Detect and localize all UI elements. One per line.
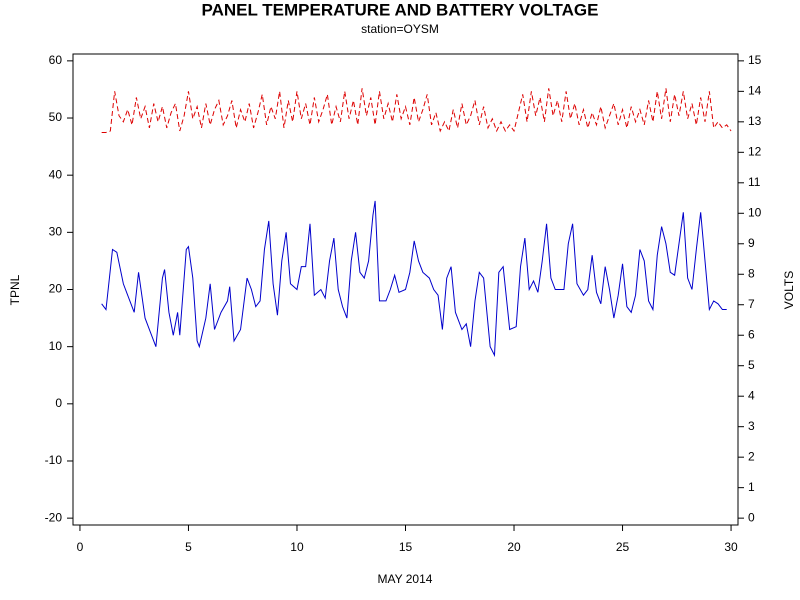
x-axis-label: MAY 2014: [378, 572, 433, 586]
y2-tick-label: 11: [748, 175, 761, 189]
x-tick-label: 5: [185, 540, 192, 554]
series-line: [101, 200, 727, 358]
chart-subtitle: station=OYSM: [361, 22, 439, 36]
x-tick-label: 30: [724, 540, 738, 554]
y2-tick-label: 6: [748, 327, 755, 341]
chart-title: PANEL TEMPERATURE AND BATTERY VOLTAGE: [202, 0, 599, 19]
y2-tick-label: 15: [748, 53, 762, 67]
y-tick-label: 60: [49, 53, 63, 67]
y2-tick-label: 3: [748, 419, 755, 433]
y-tick-label: -20: [45, 510, 63, 524]
y2-tick-label: 12: [748, 144, 762, 158]
y2-tick-label: 13: [748, 114, 762, 128]
x-tick-label: 10: [290, 540, 304, 554]
y2-tick-label: 10: [748, 205, 762, 219]
y-tick-label: -10: [45, 453, 63, 467]
y2-tick-label: 7: [748, 297, 755, 311]
y-axis-label: TPNL: [8, 274, 22, 305]
y-tick-label: 50: [49, 110, 63, 124]
y-tick-label: 40: [49, 167, 63, 181]
y-tick-label: 10: [49, 339, 63, 353]
y2-tick-label: 4: [748, 388, 755, 402]
y-tick-label: 20: [49, 282, 63, 296]
y2-tick-label: 0: [748, 510, 755, 524]
y2-tick-label: 8: [748, 266, 755, 280]
y2-tick-label: 14: [748, 84, 762, 98]
y2-tick-label: 2: [748, 449, 755, 463]
x-tick-label: 15: [399, 540, 413, 554]
y2-tick-label: 9: [748, 236, 755, 250]
y2-tick-label: 5: [748, 358, 755, 372]
y2-axis-label: VOLTS: [782, 271, 796, 309]
y-tick-label: 0: [55, 396, 62, 410]
y-tick-label: 30: [49, 225, 63, 239]
x-tick-label: 25: [616, 540, 630, 554]
series-line: [101, 88, 732, 133]
y2-tick-label: 1: [748, 480, 755, 494]
x-tick-label: 0: [77, 540, 84, 554]
x-tick-label: 20: [507, 540, 521, 554]
